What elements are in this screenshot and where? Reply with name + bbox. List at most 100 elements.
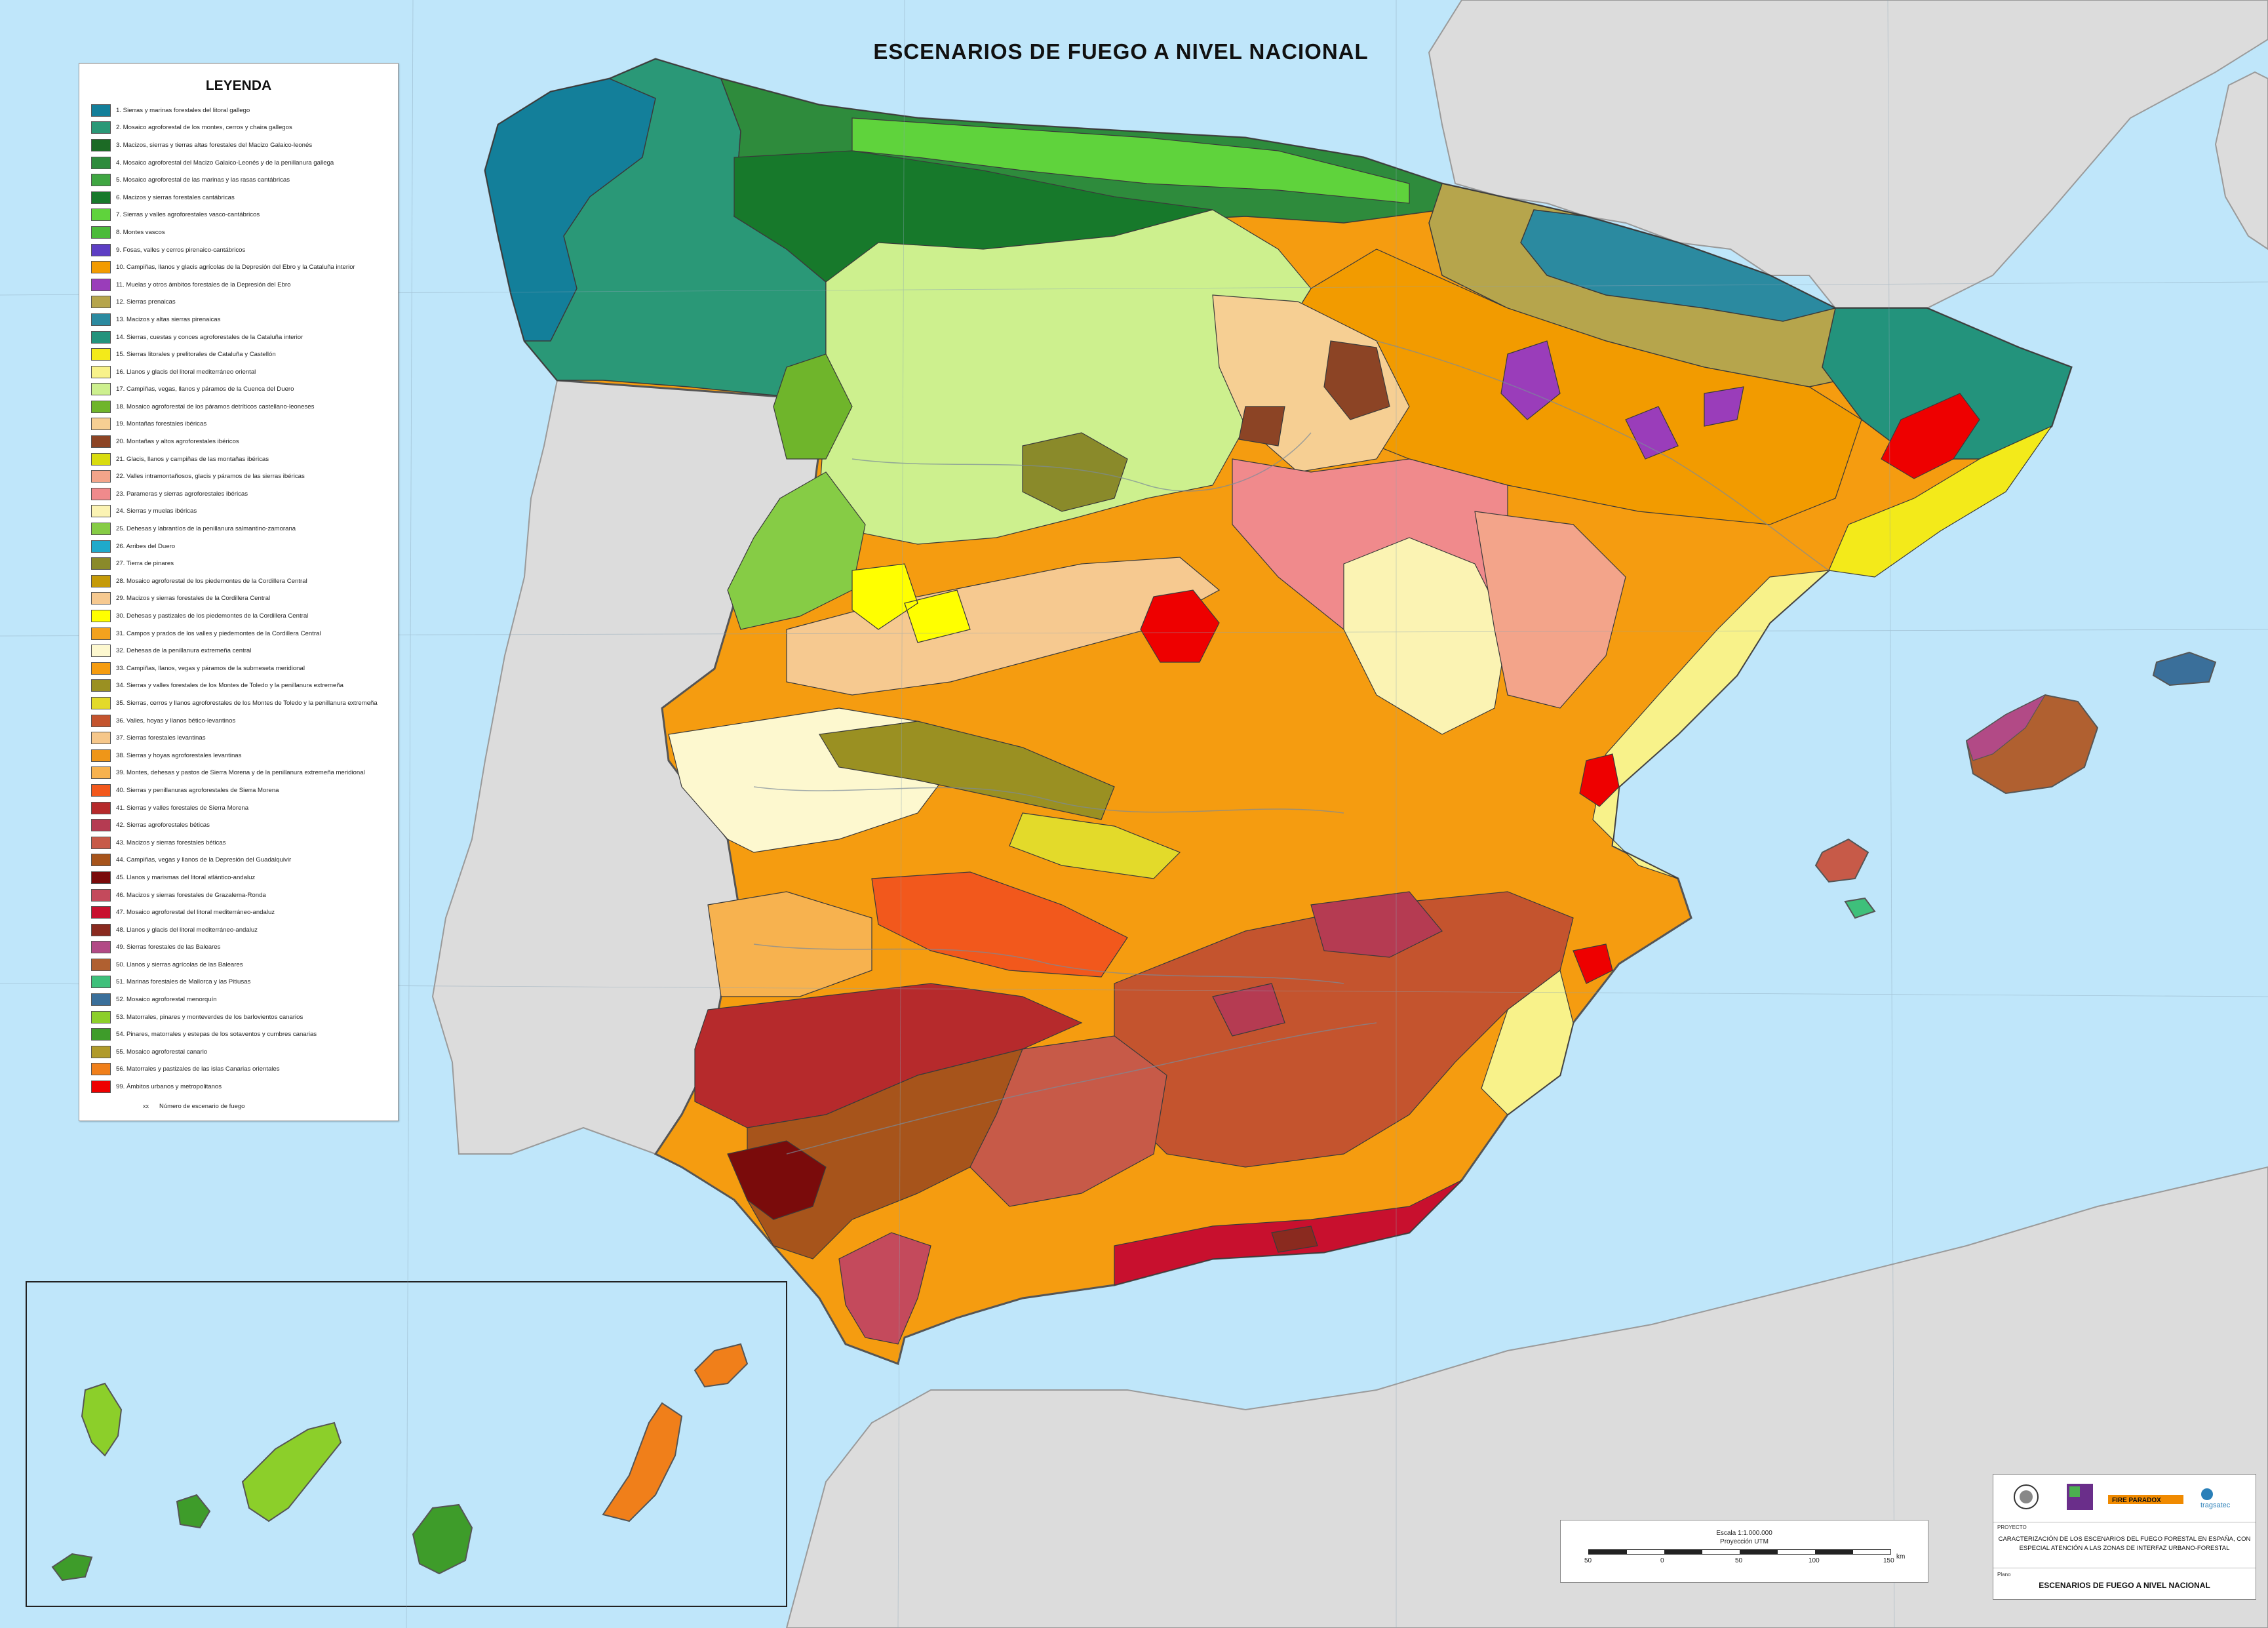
- legend-swatch: [91, 871, 111, 884]
- legend-swatch: [91, 662, 111, 675]
- legend-item-label: 21. Glacis, llanos y campiñas de las mon…: [116, 455, 269, 463]
- legend-item: 20. Montañas y altos agroforestales ibér…: [91, 433, 398, 450]
- legend-swatch: [91, 645, 111, 658]
- legend-title: LEYENDA: [205, 78, 272, 93]
- legend-item-label: 36. Valles, hoyas y llanos bético-levant…: [116, 717, 236, 725]
- island-fuerteventura: [602, 1402, 683, 1522]
- legend-item: 56. Matorrales y pastizales de las islas…: [91, 1061, 398, 1079]
- legend-swatch: [91, 208, 111, 222]
- legend-swatch: [91, 1010, 111, 1023]
- legend-item: 48. Llanos y glacis del litoral mediterr…: [91, 921, 398, 939]
- scale-tick: 100: [1809, 1557, 1820, 1564]
- legend-item-label: 39. Montes, dehesas y pastos de Sierra M…: [116, 769, 365, 777]
- scale-tick: 0: [1660, 1557, 1664, 1564]
- legend-swatch: [91, 348, 111, 361]
- legend-item-label: 30. Dehesas y pastizales de los piedemon…: [116, 612, 309, 620]
- legend-swatch: [91, 418, 111, 431]
- island-la-palma: [81, 1382, 123, 1457]
- tragsatec-logo-icon: tragsatec: [2200, 1488, 2231, 1509]
- region-toledo-mountains: [819, 721, 1115, 820]
- legend-item: 34. Sierras y valles forestales de los M…: [91, 677, 398, 695]
- legend-item-label: 1. Sierras y marinas forestales del lito…: [116, 106, 250, 114]
- legend-item: 10. Campiñas, llanos y glacis agrícolas …: [91, 258, 398, 276]
- legend-item: 27. Tierra de pinares: [91, 555, 398, 572]
- legend-swatch: [91, 400, 111, 413]
- scale-bar: [1588, 1549, 1891, 1555]
- france-land: [1428, 0, 2268, 316]
- legend-item: 55. Mosaico agroforestal canario: [91, 1043, 398, 1061]
- legend-swatch: [91, 679, 111, 692]
- region-grazalema: [838, 1232, 931, 1345]
- region-catalonia-coast: [1828, 425, 2053, 578]
- island-el-hierro: [51, 1553, 93, 1581]
- region-galicia-coast: [484, 78, 656, 342]
- legend-item: 46. Macizos y sierras forestales de Graz…: [91, 886, 398, 904]
- legend-swatch: [91, 557, 111, 570]
- legend-panel: LEYENDA 1. Sierras y marinas forestales …: [79, 63, 399, 1121]
- legend-item: 30. Dehesas y pastizales de los piedemon…: [91, 607, 398, 625]
- legend-item-label: 13. Macizos y altas sierras pirenaicas: [116, 315, 221, 323]
- legend-item: 49. Sierras forestales de las Baleares: [91, 939, 398, 957]
- scale-unit: km: [1896, 1553, 1906, 1560]
- legend-item: 45. Llanos y marismas del litoral atlánt…: [91, 869, 398, 886]
- africa-land: [785, 1166, 2268, 1628]
- region-sierra-morena-dehesa: [707, 891, 872, 997]
- university-crest-icon: [2014, 1484, 2039, 1509]
- legend-swatch: [91, 121, 111, 134]
- legend-swatch: [91, 104, 111, 117]
- legend-item-label: 9. Fosas, valles y cerros pirenaico-cant…: [116, 246, 246, 254]
- legend-item-label: 32. Dehesas de la penillanura extremeña …: [116, 647, 252, 655]
- fire-paradox-text: FIRE PARADOX: [2112, 1497, 2161, 1504]
- legend-item-label: 18. Mosaico agroforestal de los páramos …: [116, 403, 315, 410]
- legend-item-label: 27. Tierra de pinares: [116, 560, 174, 568]
- fire-paradox-logo-icon: FIRE PARADOX: [2108, 1495, 2183, 1504]
- legend-item: 21. Glacis, llanos y campiñas de las mon…: [91, 450, 398, 468]
- scale-box: Escala 1:1.000.000 Proyección UTM 50 0 5…: [1560, 1520, 1928, 1583]
- legend-swatch: [91, 592, 111, 605]
- region-pyrenees: [1520, 209, 1837, 322]
- legend-item: 2. Mosaico agroforestal de los montes, c…: [91, 119, 398, 137]
- scale-text: Escala 1:1.000.000: [1716, 1530, 1772, 1537]
- legend-swatch: [91, 836, 111, 849]
- legend-item-label: 35. Sierras, cerros y llanos agroforesta…: [116, 699, 378, 707]
- legend-item-label: 40. Sierras y penillanuras agroforestale…: [116, 786, 279, 794]
- legend-item: 26. Arribes del Duero: [91, 538, 398, 555]
- legend-item: 53. Matorrales, pinares y monteverdes de…: [91, 1008, 398, 1026]
- legend-swatch: [91, 784, 111, 797]
- legend-item-label: 55. Mosaico agroforestal canario: [116, 1048, 208, 1056]
- legend-item: 44. Campiñas, vegas y llanos de la Depre…: [91, 852, 398, 869]
- region-guadalquivir: [747, 1048, 1023, 1260]
- legend-item: 41. Sierras y valles forestales de Sierr…: [91, 799, 398, 817]
- projection-text: Proyección UTM: [1720, 1538, 1769, 1545]
- legend-item: 16. Llanos y glacis del litoral mediterr…: [91, 363, 398, 381]
- legend-item-label: 52. Mosaico agroforestal menorquín: [116, 996, 217, 1004]
- legend-swatch: [91, 627, 111, 640]
- region-toledo-agro: [1009, 812, 1181, 879]
- legend-item: 9. Fosas, valles y cerros pirenaico-cant…: [91, 241, 398, 259]
- gfi-logo-icon: [2067, 1484, 2093, 1510]
- legend-item: 7. Sierras y valles agroforestales vasco…: [91, 207, 398, 224]
- region-betic-agro: [1212, 891, 1443, 1037]
- legend-item-label: 24. Sierras y muelas ibéricas: [116, 507, 197, 515]
- legend-item-label: 23. Parameras y sierras agroforestales i…: [116, 490, 248, 498]
- region-alicante-urban: [1573, 943, 1613, 984]
- legend-swatch: [91, 1028, 111, 1041]
- legend-item: 31. Campos y prados de los valles y pied…: [91, 625, 398, 643]
- legend-swatch: [91, 278, 111, 291]
- legend-item-label: 54. Pinares, matorrales y estepas de los…: [116, 1031, 317, 1039]
- legend-item-label: 43. Macizos y sierras forestales béticas: [116, 839, 226, 846]
- island-ibiza: [1814, 838, 1869, 883]
- legend-swatch: [91, 296, 111, 309]
- legend-swatch: [91, 714, 111, 727]
- legend-swatch: [91, 801, 111, 814]
- legend-item: 54. Pinares, matorrales y estepas de los…: [91, 1025, 398, 1043]
- legend-item-label: 12. Sierras prenaicas: [116, 298, 176, 306]
- scale-tick: 50: [1584, 1557, 1592, 1564]
- legend-swatch: [91, 888, 111, 902]
- tragsatec-text: tragsatec: [2200, 1501, 2231, 1509]
- legend-item: 35. Sierras, cerros y llanos agroforesta…: [91, 694, 398, 712]
- legend-item: 17. Campiñas, vegas, llanos y páramos de…: [91, 381, 398, 399]
- legend-item-label: 48. Llanos y glacis del litoral mediterr…: [116, 926, 258, 934]
